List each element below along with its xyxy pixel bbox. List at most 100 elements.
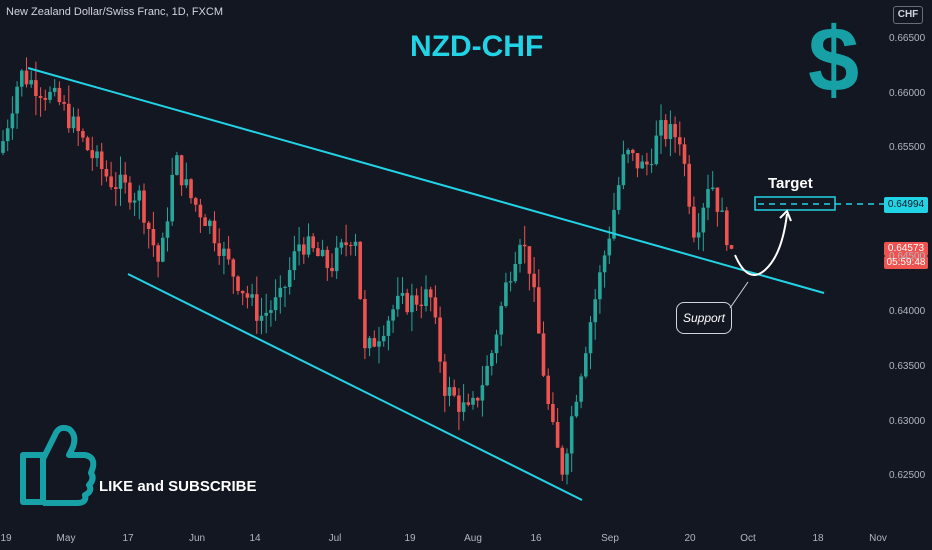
- candle: [386, 320, 391, 336]
- candle: [424, 289, 428, 307]
- candle: [71, 116, 76, 129]
- currency-button[interactable]: CHF: [893, 6, 923, 24]
- candle: [24, 70, 29, 85]
- x-tick: 18: [812, 533, 824, 544]
- candle: [240, 290, 245, 294]
- candle: [537, 287, 541, 334]
- candle: [663, 120, 668, 140]
- like-subscribe-text: LIKE and SUBSCRIBE: [99, 478, 257, 495]
- y-tick: 0.65500: [889, 142, 926, 153]
- candle: [527, 246, 532, 274]
- candle: [1, 141, 5, 153]
- candle: [320, 249, 325, 257]
- candle: [508, 281, 513, 283]
- candle: [151, 228, 156, 246]
- y-tick: 0.62500: [889, 470, 926, 481]
- candle: [259, 315, 264, 321]
- candle: [52, 87, 57, 92]
- candle: [522, 244, 527, 247]
- candle: [85, 137, 90, 151]
- candle: [34, 80, 38, 97]
- candle: [306, 236, 311, 255]
- candle: [381, 335, 386, 342]
- candle: [607, 238, 612, 256]
- candle: [179, 155, 184, 186]
- candle: [687, 163, 691, 207]
- candle: [156, 245, 160, 262]
- candle: [128, 182, 132, 203]
- candle: [635, 153, 640, 169]
- upper-trendline[interactable]: [27, 67, 825, 294]
- y-tick: 0.63500: [889, 361, 926, 372]
- candle: [344, 242, 348, 246]
- target-price-tag: 0.64994: [884, 197, 928, 213]
- candle: [532, 273, 536, 288]
- candle: [43, 97, 48, 100]
- candle: [339, 242, 344, 248]
- candle: [499, 305, 503, 335]
- candle: [372, 338, 377, 347]
- candle: [621, 154, 626, 186]
- candle: [457, 395, 461, 412]
- candle: [551, 403, 555, 422]
- x-tick: 14: [249, 533, 261, 544]
- candle: [696, 232, 701, 238]
- candle: [255, 294, 259, 321]
- candle: [226, 248, 231, 260]
- lower-trendline[interactable]: [127, 273, 583, 501]
- y-tick: 0.64500: [889, 251, 926, 262]
- candle: [626, 149, 630, 155]
- candle: [245, 293, 250, 298]
- candle: [104, 168, 109, 177]
- projection-arrow: [734, 213, 788, 276]
- candle: [287, 270, 292, 287]
- x-tick: 17: [122, 533, 134, 544]
- candle: [584, 353, 588, 377]
- candle: [546, 375, 550, 404]
- candle: [311, 236, 315, 249]
- candle: [513, 264, 518, 282]
- candle: [62, 102, 66, 104]
- candle: [99, 151, 104, 169]
- candle: [593, 299, 597, 323]
- candle: [729, 245, 734, 249]
- chart-title: NZD-CHF: [410, 30, 544, 63]
- candle: [90, 150, 95, 159]
- candle: [203, 217, 207, 227]
- candle: [193, 198, 198, 205]
- candle: [208, 220, 212, 227]
- candle: [682, 144, 687, 164]
- candle: [76, 116, 80, 132]
- candle: [494, 334, 499, 354]
- candle: [29, 80, 33, 85]
- candle: [334, 247, 339, 272]
- candle: [438, 317, 442, 362]
- candle: [349, 245, 353, 247]
- x-tick: Aug: [464, 533, 482, 544]
- candle: [560, 447, 565, 475]
- candle: [565, 453, 569, 475]
- candle: [146, 222, 151, 229]
- candle: [490, 353, 494, 366]
- candle: [391, 309, 395, 321]
- candle: [95, 151, 99, 159]
- candle: [292, 251, 297, 271]
- y-tick: 0.66500: [889, 33, 926, 44]
- candle: [541, 333, 546, 376]
- candle: [114, 187, 118, 189]
- dollar-icon: $: [808, 9, 860, 111]
- candle: [5, 128, 10, 142]
- candle: [659, 120, 663, 136]
- candle: [649, 164, 654, 166]
- candle: [189, 179, 193, 199]
- arrow-head: [779, 209, 792, 222]
- candle: [461, 402, 466, 412]
- candle: [518, 244, 522, 265]
- y-tick: 0.66000: [889, 88, 926, 99]
- candle: [428, 289, 433, 298]
- candle: [283, 286, 287, 288]
- candle: [132, 200, 137, 203]
- candle: [330, 267, 334, 272]
